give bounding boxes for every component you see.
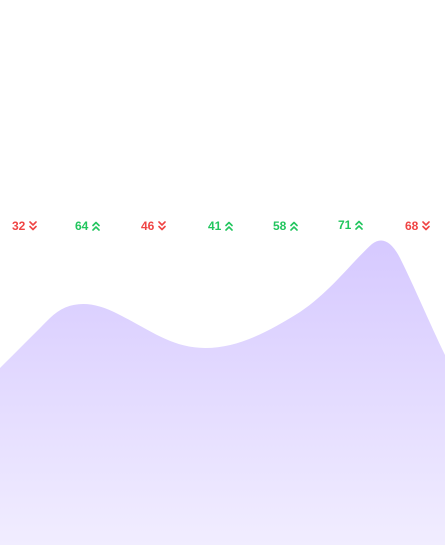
metric-item: 58 bbox=[273, 219, 299, 233]
chevron-double-down-icon bbox=[29, 221, 38, 231]
chevron-double-up-icon bbox=[290, 221, 299, 231]
metric-value: 64 bbox=[75, 219, 89, 233]
metric-item: 71 bbox=[338, 218, 364, 232]
metric-value: 32 bbox=[12, 219, 26, 233]
metric-value: 41 bbox=[208, 219, 222, 233]
area-fill bbox=[0, 240, 445, 545]
chevron-double-down-icon bbox=[422, 221, 431, 231]
metric-item: 32 bbox=[12, 219, 38, 233]
chevron-double-up-icon bbox=[355, 220, 364, 230]
chevron-double-down-icon bbox=[158, 221, 167, 231]
chevron-double-up-icon bbox=[92, 221, 101, 231]
metric-value: 68 bbox=[405, 219, 419, 233]
metric-value: 71 bbox=[338, 218, 352, 232]
metric-value: 46 bbox=[141, 219, 155, 233]
chevron-double-up-icon bbox=[225, 221, 234, 231]
metric-item: 46 bbox=[141, 219, 167, 233]
metric-item: 68 bbox=[405, 219, 431, 233]
metric-item: 64 bbox=[75, 219, 101, 233]
metric-value: 58 bbox=[273, 219, 287, 233]
metric-item: 41 bbox=[208, 219, 234, 233]
